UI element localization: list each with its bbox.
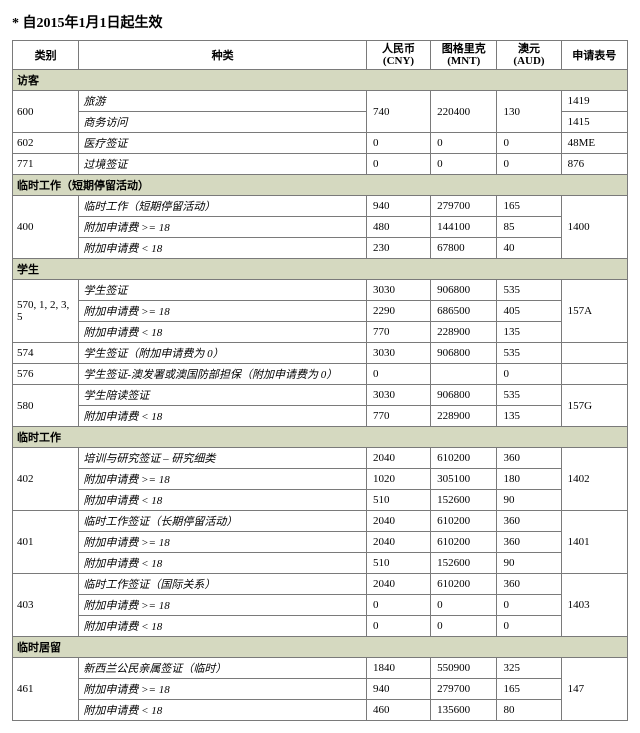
table-row: 附加申请费 < 18770 228900135 — [13, 406, 628, 427]
table-row: 401临时工作签证（长期停留活动） 2040610200 3601401 — [13, 511, 628, 532]
section-tmpwork: 临时工作 — [13, 427, 628, 448]
section-tmpwork-short: 临时工作（短期停留活动） — [13, 175, 628, 196]
table-row: 附加申请费 < 18510 15260090 — [13, 553, 628, 574]
section-visitor: 访客 — [13, 70, 628, 91]
table-row: 400临时工作（短期停留活动） 940279700 1651400 — [13, 196, 628, 217]
header-aud: 澳元(AUD) — [497, 41, 561, 70]
page-title: * 自2015年1月1日起生效 — [12, 12, 628, 32]
table-row: 附加申请费 < 18230 6780040 — [13, 238, 628, 259]
table-row: 附加申请费 < 180 00 — [13, 616, 628, 637]
section-student: 学生 — [13, 259, 628, 280]
header-cny: 人民币(CNY) — [366, 41, 430, 70]
table-row: 580学生陪读签证 3030906800 535157G — [13, 385, 628, 406]
header-kind: 种类 — [79, 41, 367, 70]
table-row: 600 旅游 740 220400 130 1419 — [13, 91, 628, 112]
table-row: 576学生签证-澳发署或澳国防部担保（附加申请费为 0） 0 0 — [13, 364, 628, 385]
table-row: 461新西兰公民亲属签证（临时） 1840550900 325147 — [13, 658, 628, 679]
table-row: 771过境签证 00 0876 — [13, 154, 628, 175]
table-row: 403临时工作签证（国际关系） 2040610200 3601403 — [13, 574, 628, 595]
table-row: 附加申请费 >= 182290 686500405 — [13, 301, 628, 322]
table-row: 附加申请费 < 18770 228900135 — [13, 322, 628, 343]
header-category: 类别 — [13, 41, 79, 70]
header-form: 申请表号 — [561, 41, 627, 70]
header-mnt: 图格里克(MNT) — [431, 41, 497, 70]
table-row: 附加申请费 >= 182040 610200360 — [13, 532, 628, 553]
table-row: 402培训与研究签证 – 研究细类 2040610200 3601402 — [13, 448, 628, 469]
table-row: 附加申请费 >= 181020 305100180 — [13, 469, 628, 490]
table-row: 570, 1, 2, 3, 5学生签证 3030906800 535157A — [13, 280, 628, 301]
table-row: 附加申请费 < 18460 13560080 — [13, 700, 628, 721]
table-row: 602医疗签证 00 048ME — [13, 133, 628, 154]
table-row: 附加申请费 >= 180 00 — [13, 595, 628, 616]
title-text: 自2015年1月1日起生效 — [23, 16, 163, 31]
title-marker: * — [12, 16, 19, 31]
table-row: 附加申请费 >= 18940 279700165 — [13, 679, 628, 700]
table-row: 574学生签证（附加申请费为 0） 3030906800 535 — [13, 343, 628, 364]
section-tmpstay: 临时居留 — [13, 637, 628, 658]
table-row: 附加申请费 < 18510 15260090 — [13, 490, 628, 511]
table-header-row: 类别 种类 人民币(CNY) 图格里克(MNT) 澳元(AUD) 申请表号 — [13, 41, 628, 70]
fee-table: 类别 种类 人民币(CNY) 图格里克(MNT) 澳元(AUD) 申请表号 访客… — [12, 40, 628, 721]
table-row: 附加申请费 >= 18480 14410085 — [13, 217, 628, 238]
